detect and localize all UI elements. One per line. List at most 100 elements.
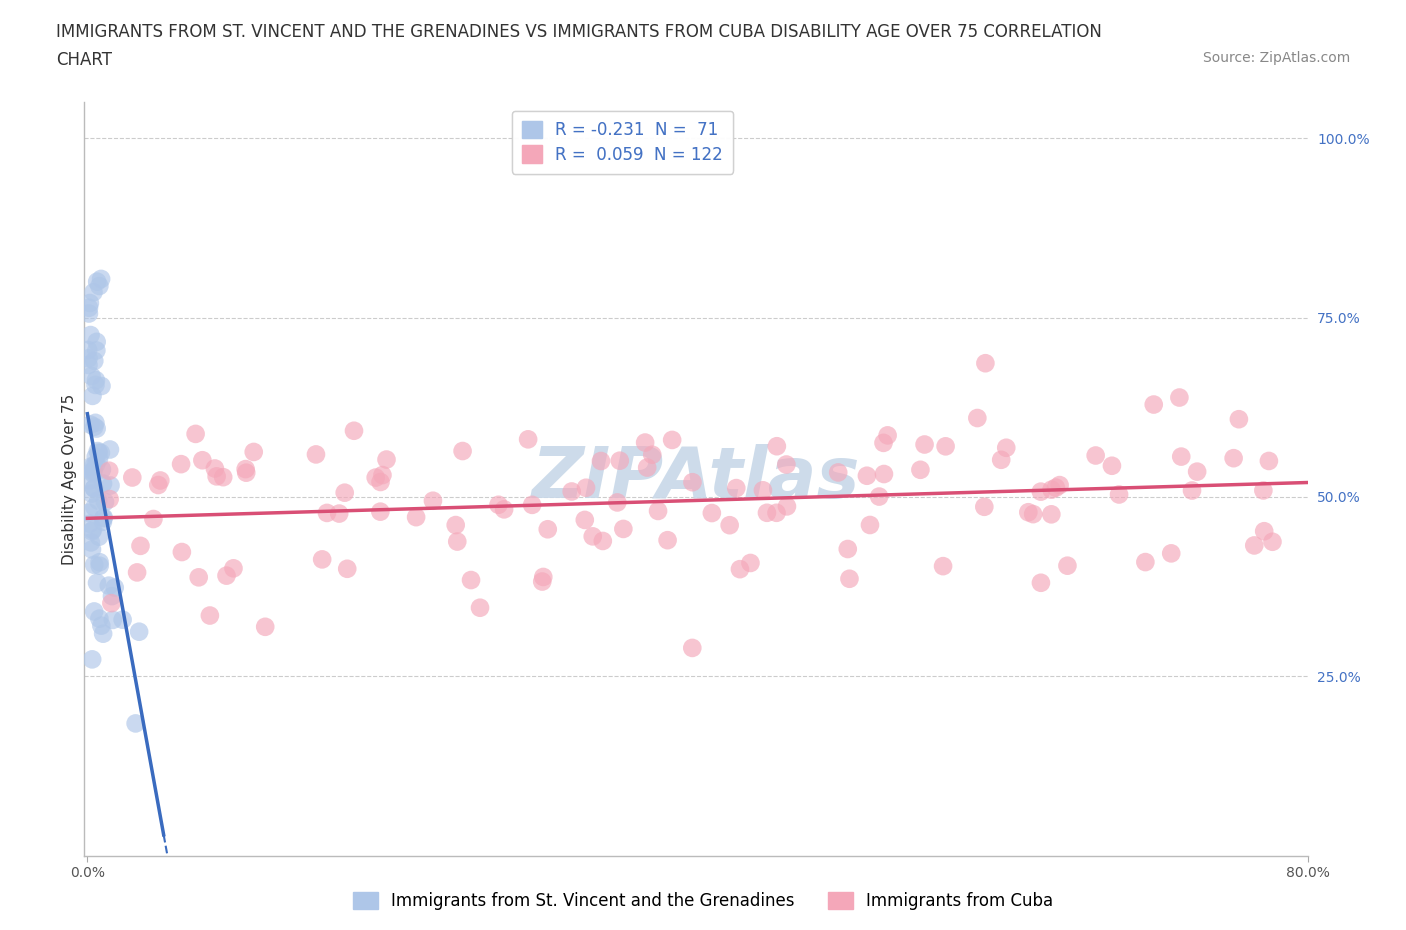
Point — [876, 428, 898, 443]
Point — [204, 461, 226, 476]
Text: Source: ZipAtlas.com: Source: ZipAtlas.com — [1202, 51, 1350, 65]
Point — [740, 555, 762, 570]
Point — [574, 512, 596, 527]
Point — [91, 462, 114, 477]
Point — [198, 608, 221, 623]
Point — [215, 568, 238, 583]
Point — [124, 716, 146, 731]
Point — [1084, 448, 1107, 463]
Point — [79, 296, 101, 311]
Point — [82, 389, 104, 404]
Point — [612, 522, 634, 537]
Point — [77, 351, 100, 365]
Point — [98, 463, 121, 478]
Point — [1160, 546, 1182, 561]
Text: IMMIGRANTS FROM ST. VINCENT AND THE GRENADINES VS IMMIGRANTS FROM CUBA DISABILIT: IMMIGRANTS FROM ST. VINCENT AND THE GREN… — [56, 23, 1102, 41]
Legend: R = -0.231  N =  71, R =  0.059  N = 122: R = -0.231 N = 71, R = 0.059 N = 122 — [512, 111, 733, 174]
Point — [86, 421, 108, 436]
Point — [582, 529, 605, 544]
Point — [1181, 483, 1204, 498]
Point — [90, 445, 112, 460]
Point — [83, 458, 105, 473]
Point — [765, 505, 787, 520]
Point — [766, 439, 789, 454]
Point — [89, 279, 111, 294]
Point — [235, 461, 257, 476]
Point — [755, 505, 778, 520]
Point — [1108, 487, 1130, 502]
Point — [932, 559, 955, 574]
Point — [1227, 412, 1250, 427]
Point — [79, 516, 101, 531]
Point — [84, 378, 107, 392]
Point — [517, 432, 540, 446]
Point — [1135, 554, 1157, 569]
Point — [1168, 390, 1191, 405]
Point — [89, 558, 111, 573]
Point — [222, 561, 245, 576]
Point — [966, 410, 988, 425]
Point — [451, 444, 474, 458]
Point — [606, 495, 628, 510]
Legend: Immigrants from St. Vincent and the Grenadines, Immigrants from Cuba: Immigrants from St. Vincent and the Gren… — [346, 885, 1060, 917]
Point — [79, 327, 101, 342]
Point — [77, 300, 100, 315]
Point — [242, 445, 264, 459]
Point — [990, 452, 1012, 467]
Point — [191, 453, 214, 468]
Point — [1261, 535, 1284, 550]
Point — [1185, 464, 1208, 479]
Point — [90, 379, 112, 393]
Point — [82, 652, 104, 667]
Point — [634, 435, 657, 450]
Point — [127, 565, 149, 579]
Point — [80, 459, 103, 474]
Point — [80, 368, 103, 383]
Point — [142, 512, 165, 526]
Text: ZIPAtlas: ZIPAtlas — [531, 445, 860, 513]
Point — [83, 481, 105, 496]
Point — [592, 534, 614, 549]
Point — [1045, 480, 1067, 495]
Point — [89, 554, 111, 569]
Point — [111, 612, 134, 627]
Point — [91, 626, 114, 641]
Point — [83, 500, 105, 515]
Point — [80, 542, 103, 557]
Point — [636, 460, 658, 475]
Point — [370, 504, 392, 519]
Point — [170, 545, 193, 560]
Point — [305, 447, 328, 462]
Point — [974, 356, 997, 371]
Point — [575, 480, 598, 495]
Point — [460, 573, 482, 588]
Point — [647, 503, 669, 518]
Y-axis label: Disability Age Over 75: Disability Age Over 75 — [62, 393, 77, 565]
Point — [1243, 538, 1265, 552]
Point — [682, 475, 704, 490]
Point — [1049, 478, 1071, 493]
Point — [872, 435, 894, 450]
Point — [718, 518, 741, 533]
Point — [98, 492, 121, 507]
Point — [973, 499, 995, 514]
Point — [1170, 449, 1192, 464]
Point — [1022, 507, 1045, 522]
Point — [859, 518, 882, 533]
Point — [89, 611, 111, 626]
Point — [1222, 451, 1244, 466]
Point — [1253, 483, 1275, 498]
Point — [77, 342, 100, 357]
Point — [444, 518, 467, 533]
Point — [1040, 507, 1063, 522]
Point — [86, 576, 108, 591]
Point — [128, 624, 150, 639]
Point — [910, 462, 932, 477]
Point — [83, 481, 105, 496]
Point — [80, 524, 103, 538]
Point — [609, 453, 631, 468]
Point — [1257, 454, 1279, 469]
Point — [838, 571, 860, 586]
Point — [254, 619, 277, 634]
Point — [1017, 505, 1039, 520]
